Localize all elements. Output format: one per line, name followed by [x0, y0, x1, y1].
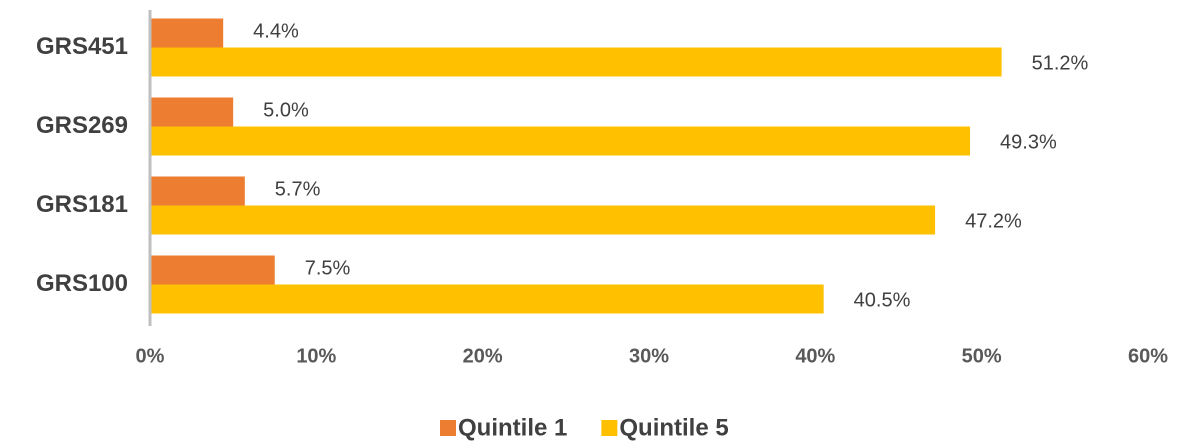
- category-label: GRS100: [36, 270, 128, 297]
- value-label: 7.5%: [305, 257, 351, 279]
- value-label: 5.7%: [275, 178, 321, 200]
- value-label: 5.0%: [263, 99, 309, 121]
- x-tick-label: 0%: [136, 345, 165, 367]
- legend-swatch: [440, 420, 456, 436]
- bar: [150, 18, 224, 48]
- bar: [150, 126, 971, 156]
- x-tick-label: 20%: [463, 345, 503, 367]
- bar: [150, 284, 824, 314]
- x-tick-label: 10%: [296, 345, 336, 367]
- category-label: GRS181: [36, 191, 128, 218]
- category-label: GRS451: [36, 33, 128, 60]
- value-label: 49.3%: [1000, 131, 1057, 153]
- legend-label: Quintile 1: [458, 414, 567, 441]
- value-label: 4.4%: [253, 20, 299, 42]
- x-tick-label: 40%: [795, 345, 835, 367]
- legend-label: Quintile 5: [619, 414, 728, 441]
- x-tick-label: 30%: [629, 345, 669, 367]
- category-label: GRS269: [36, 112, 128, 139]
- x-tick-label: 60%: [1128, 345, 1168, 367]
- value-label: 47.2%: [965, 210, 1022, 232]
- bar: [150, 176, 245, 206]
- bar: [150, 47, 1002, 77]
- bar: [150, 205, 936, 235]
- x-tick-label: 50%: [962, 345, 1002, 367]
- bar: [150, 255, 275, 285]
- legend-swatch: [601, 420, 618, 436]
- value-label: 40.5%: [854, 289, 911, 311]
- bar: [150, 97, 234, 127]
- value-label: 51.2%: [1032, 52, 1089, 74]
